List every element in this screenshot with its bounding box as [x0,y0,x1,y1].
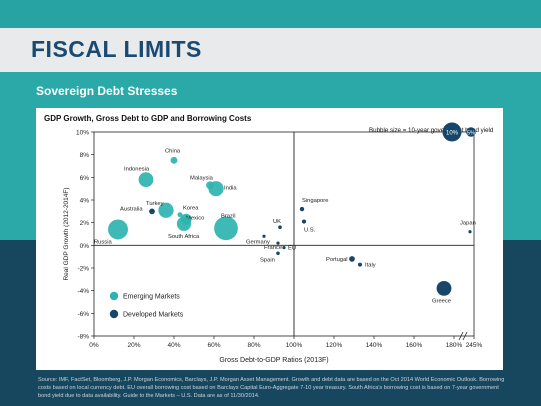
x-tick-label: 20% [127,342,140,349]
chart-panel: GDP Growth, Gross Debt to GDP and Borrow… [36,108,503,370]
label-brazil: Brazil [221,213,236,219]
y-axis-label: Real GDP Growth (2012-2014F) [63,187,70,280]
bubble-uk [278,225,282,230]
label-portugal: Portugal [326,257,348,263]
bubble-indonesia [138,172,154,188]
label-japan: Japan [460,221,476,227]
label-france: France [264,245,282,251]
y-tick-label: 0% [80,243,90,250]
bubble-legend-large [442,122,462,142]
label-russia: Russia [94,239,112,245]
x-tick-label: 80% [247,342,260,349]
x-tick-label: 120% [326,342,343,349]
top-teal-band [0,0,541,28]
label-uk: UK [273,219,281,225]
legend-label-emerging: Emerging Markets [123,294,180,301]
y-tick-label: 4% [80,198,90,205]
label-korea: Korea [183,206,199,212]
axis-break-mark [462,331,468,341]
x-tick-label: 100% [286,342,303,349]
bubble-france [276,241,280,245]
bubble-u-s [301,219,307,224]
bubble-russia [108,219,128,240]
label-indonesia: Indonesia [124,167,150,173]
label-singapore: Singapore [302,198,328,204]
x-tick-label: 140% [366,342,383,349]
bubble-spain [276,251,280,256]
axis-break-mark [458,331,464,341]
label-greece: Greece [432,298,451,304]
bubble-legend-large-label: 10% [446,131,459,137]
x-tick-label: 0% [89,342,99,349]
x-tick-label: 40% [167,342,180,349]
slide-subtitle: Sovereign Debt Stresses [36,84,178,98]
slide-title: FISCAL LIMITS [31,36,202,62]
bubble-greece [436,280,452,296]
bubble-legend-small-label: 5% [467,130,475,136]
bubble-legend-small [466,127,476,137]
y-tick-label: -6% [77,311,89,318]
label-china: China [165,148,181,154]
plot-frame [93,131,475,337]
bubble-germany [262,234,266,238]
bubble-south-africa [176,216,192,231]
label-u-s: U.S. [304,228,316,234]
label-eu: EU [288,246,296,252]
y-tick-label: 10% [76,130,89,137]
bubble-portugal [349,256,355,262]
bubble-china [170,156,178,164]
label-turkey: Turkey [146,201,164,207]
bubble-chart: GDP Growth, Gross Debt to GDP and Borrow… [44,114,494,364]
y-tick-label: 6% [80,175,90,182]
y-tick-label: 8% [80,152,90,159]
bubble-size-note: Bubble size = 10-year government bond yi… [369,127,494,134]
x-axis-label: Gross Debt-to-GDP Ratios (2013F) [219,357,328,364]
x-tick-label: 160% [406,342,423,349]
legend-label-developed: Developed Markets [123,312,184,319]
bubble-singapore [299,206,305,212]
bubble-turkey [158,202,174,218]
x-tick-label: 180% [446,342,463,349]
bubble-korea [177,212,183,218]
title-band [0,28,541,72]
x-tick-label: 60% [207,342,220,349]
label-south-africa: South Africa [168,234,200,240]
label-mexico: Mexico [186,215,204,221]
label-germany: Germany [246,239,270,245]
bubble-brazil [214,216,238,241]
y-tick-label: -8% [77,334,89,341]
x-tick-label: 245% [466,342,483,349]
y-tick-label: -2% [77,266,89,273]
bubble-australia [149,208,155,215]
y-tick-label: -4% [77,288,89,295]
bubble-japan [468,230,472,234]
legend-marker-developed [109,309,119,319]
bubble-italy [358,262,362,267]
label-spain: Spain [260,257,275,263]
chart-title: GDP Growth, Gross Debt to GDP and Borrow… [44,114,252,123]
label-malaysia: Malaysia [190,175,214,181]
bubble-eu [282,246,286,250]
bubble-india [208,181,224,197]
label-australia: Australia [120,206,143,212]
y-tick-label: 2% [80,220,90,227]
label-india: India [224,186,237,192]
legend-marker-emerging [109,291,119,301]
label-italy: Italy [365,263,376,269]
source-footnote: Source: IMF, FactSet, Bloomberg, J.P. Mo… [38,377,505,399]
